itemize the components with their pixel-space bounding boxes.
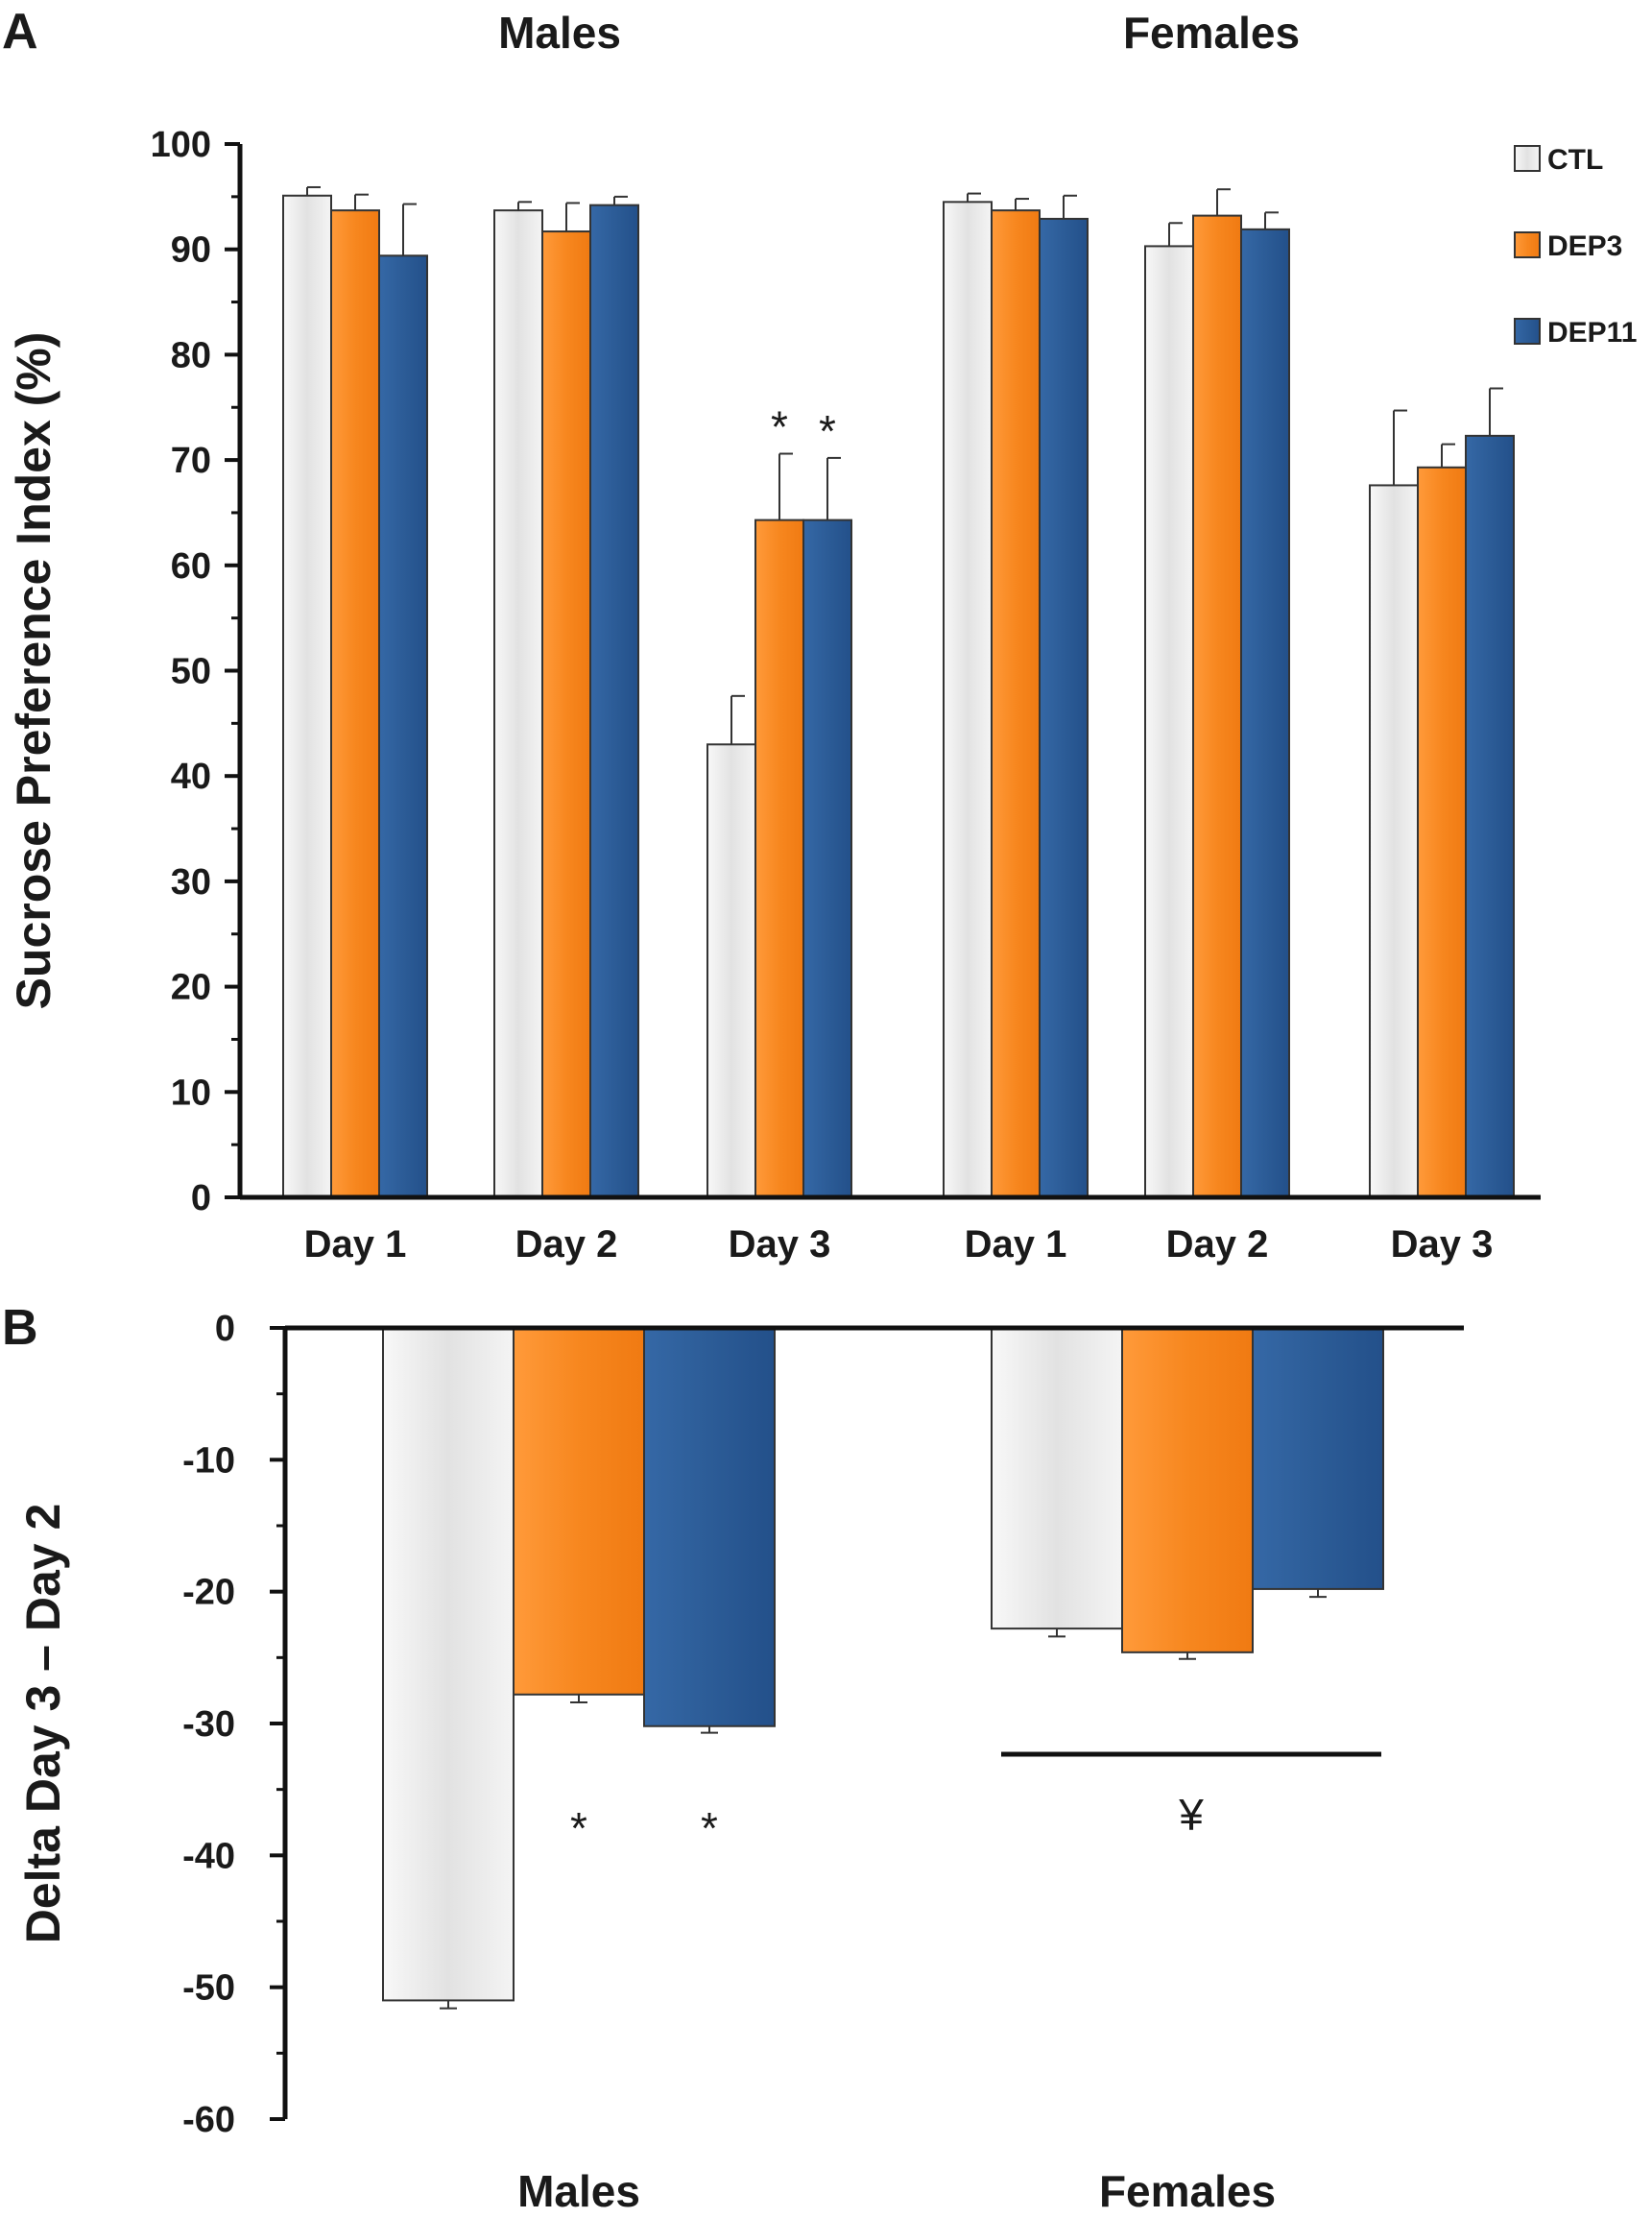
- legend-swatch-dep11: [1514, 318, 1541, 345]
- significance-symbol-yen: ¥: [1178, 1790, 1204, 1840]
- bar-dep11-day-3-females: [1465, 434, 1515, 1198]
- significance-asterisk: *: [701, 1803, 718, 1853]
- y-tick-label: -60: [182, 2100, 235, 2140]
- bar-ctl-females: [991, 1327, 1123, 1630]
- bar-ctl-day-3-males: [706, 743, 756, 1198]
- y-tick-label: -40: [182, 1836, 235, 1876]
- y-tick-label: 90: [171, 230, 211, 271]
- bar-dep11-females: [1252, 1327, 1384, 1590]
- panel-a-group-title-males: Males: [498, 8, 621, 58]
- x-category-label: Females: [1099, 2166, 1276, 2216]
- y-tick-label: 50: [171, 652, 211, 692]
- legend-label-dep11: DEP11: [1547, 317, 1637, 349]
- y-tick-label: -50: [182, 1968, 235, 2009]
- x-category-label: Day 1: [965, 1223, 1067, 1266]
- x-category-label: Day 3: [729, 1223, 831, 1266]
- x-category-label: Males: [517, 2166, 640, 2216]
- panel-a-letter: A: [2, 4, 38, 60]
- bar-dep11-day-2-females: [1240, 228, 1290, 1198]
- bar-dep11-males: [643, 1327, 776, 1727]
- y-axis-title: Delta Day 3 – Day 2: [16, 1504, 70, 1944]
- legend-label-ctl: CTL: [1547, 144, 1603, 176]
- bar-dep3-day-3-females: [1417, 466, 1467, 1198]
- y-tick-label: -20: [182, 1573, 235, 1613]
- x-category-label: Day 1: [304, 1223, 407, 1266]
- y-tick-label: -30: [182, 1704, 235, 1745]
- panel-a-chart: 0 10 20 30 40 50 60 70 80 90 100 Day 1 Day 2 Day 3 Day…: [7, 125, 1637, 1266]
- bar-dep3-day-3-males: [754, 518, 804, 1198]
- bar-dep3-day-2-females: [1192, 214, 1242, 1198]
- y-tick-label: 10: [171, 1073, 211, 1113]
- bar-ctl-day-2-males: [493, 209, 543, 1199]
- y-tick-label: 30: [171, 862, 211, 903]
- bar-dep11-day-3-males: [802, 518, 852, 1198]
- bar-ctl-day-2-females: [1144, 245, 1194, 1198]
- x-category-label: Day 2: [1166, 1223, 1269, 1266]
- y-tick-label: 20: [171, 968, 211, 1008]
- y-tick-label: 80: [171, 335, 211, 375]
- bar-ctl-males: [382, 1327, 515, 2002]
- y-tick-label: -10: [182, 1440, 235, 1481]
- y-tick-label: 0: [191, 1178, 211, 1218]
- y-tick-label: 40: [171, 757, 211, 797]
- bar-ctl-day-1-males: [282, 194, 332, 1198]
- bar-dep3-males: [513, 1327, 645, 1696]
- y-tick-label: 60: [171, 546, 211, 587]
- x-category-label: Day 3: [1391, 1223, 1494, 1266]
- bar-dep3-day-2-males: [541, 230, 591, 1198]
- significance-asterisk: *: [819, 406, 836, 456]
- legend-swatch-ctl: [1514, 145, 1541, 172]
- bar-dep3-females: [1121, 1327, 1254, 1653]
- panel-b-letter: B: [2, 1300, 38, 1356]
- y-axis-title: Sucrose Preference Index (%): [7, 332, 60, 1010]
- panel-a-group-title-females: Females: [1123, 8, 1300, 58]
- significance-asterisk: *: [570, 1803, 587, 1853]
- bar-dep11-day-2-males: [589, 204, 639, 1199]
- x-category-label: Day 2: [515, 1223, 618, 1266]
- bar-dep11-day-1-males: [378, 254, 428, 1199]
- y-tick-label: 0: [215, 1309, 235, 1349]
- legend-label-dep3: DEP3: [1547, 230, 1622, 262]
- y-tick-label: 100: [151, 125, 211, 165]
- panel-b-chart: 0 -10 -20 -30 -40 -50 -60 Males Females * * ¥ Delta …: [16, 1309, 1464, 2216]
- bar-ctl-day-1-females: [943, 201, 993, 1199]
- bar-ctl-day-3-females: [1369, 484, 1419, 1199]
- significance-asterisk: *: [771, 402, 788, 452]
- y-tick-label: 70: [171, 441, 211, 481]
- bar-dep3-day-1-males: [330, 209, 380, 1199]
- legend-swatch-dep3: [1514, 231, 1541, 258]
- bar-dep11-day-1-females: [1039, 217, 1089, 1198]
- bar-dep3-day-1-females: [991, 209, 1041, 1199]
